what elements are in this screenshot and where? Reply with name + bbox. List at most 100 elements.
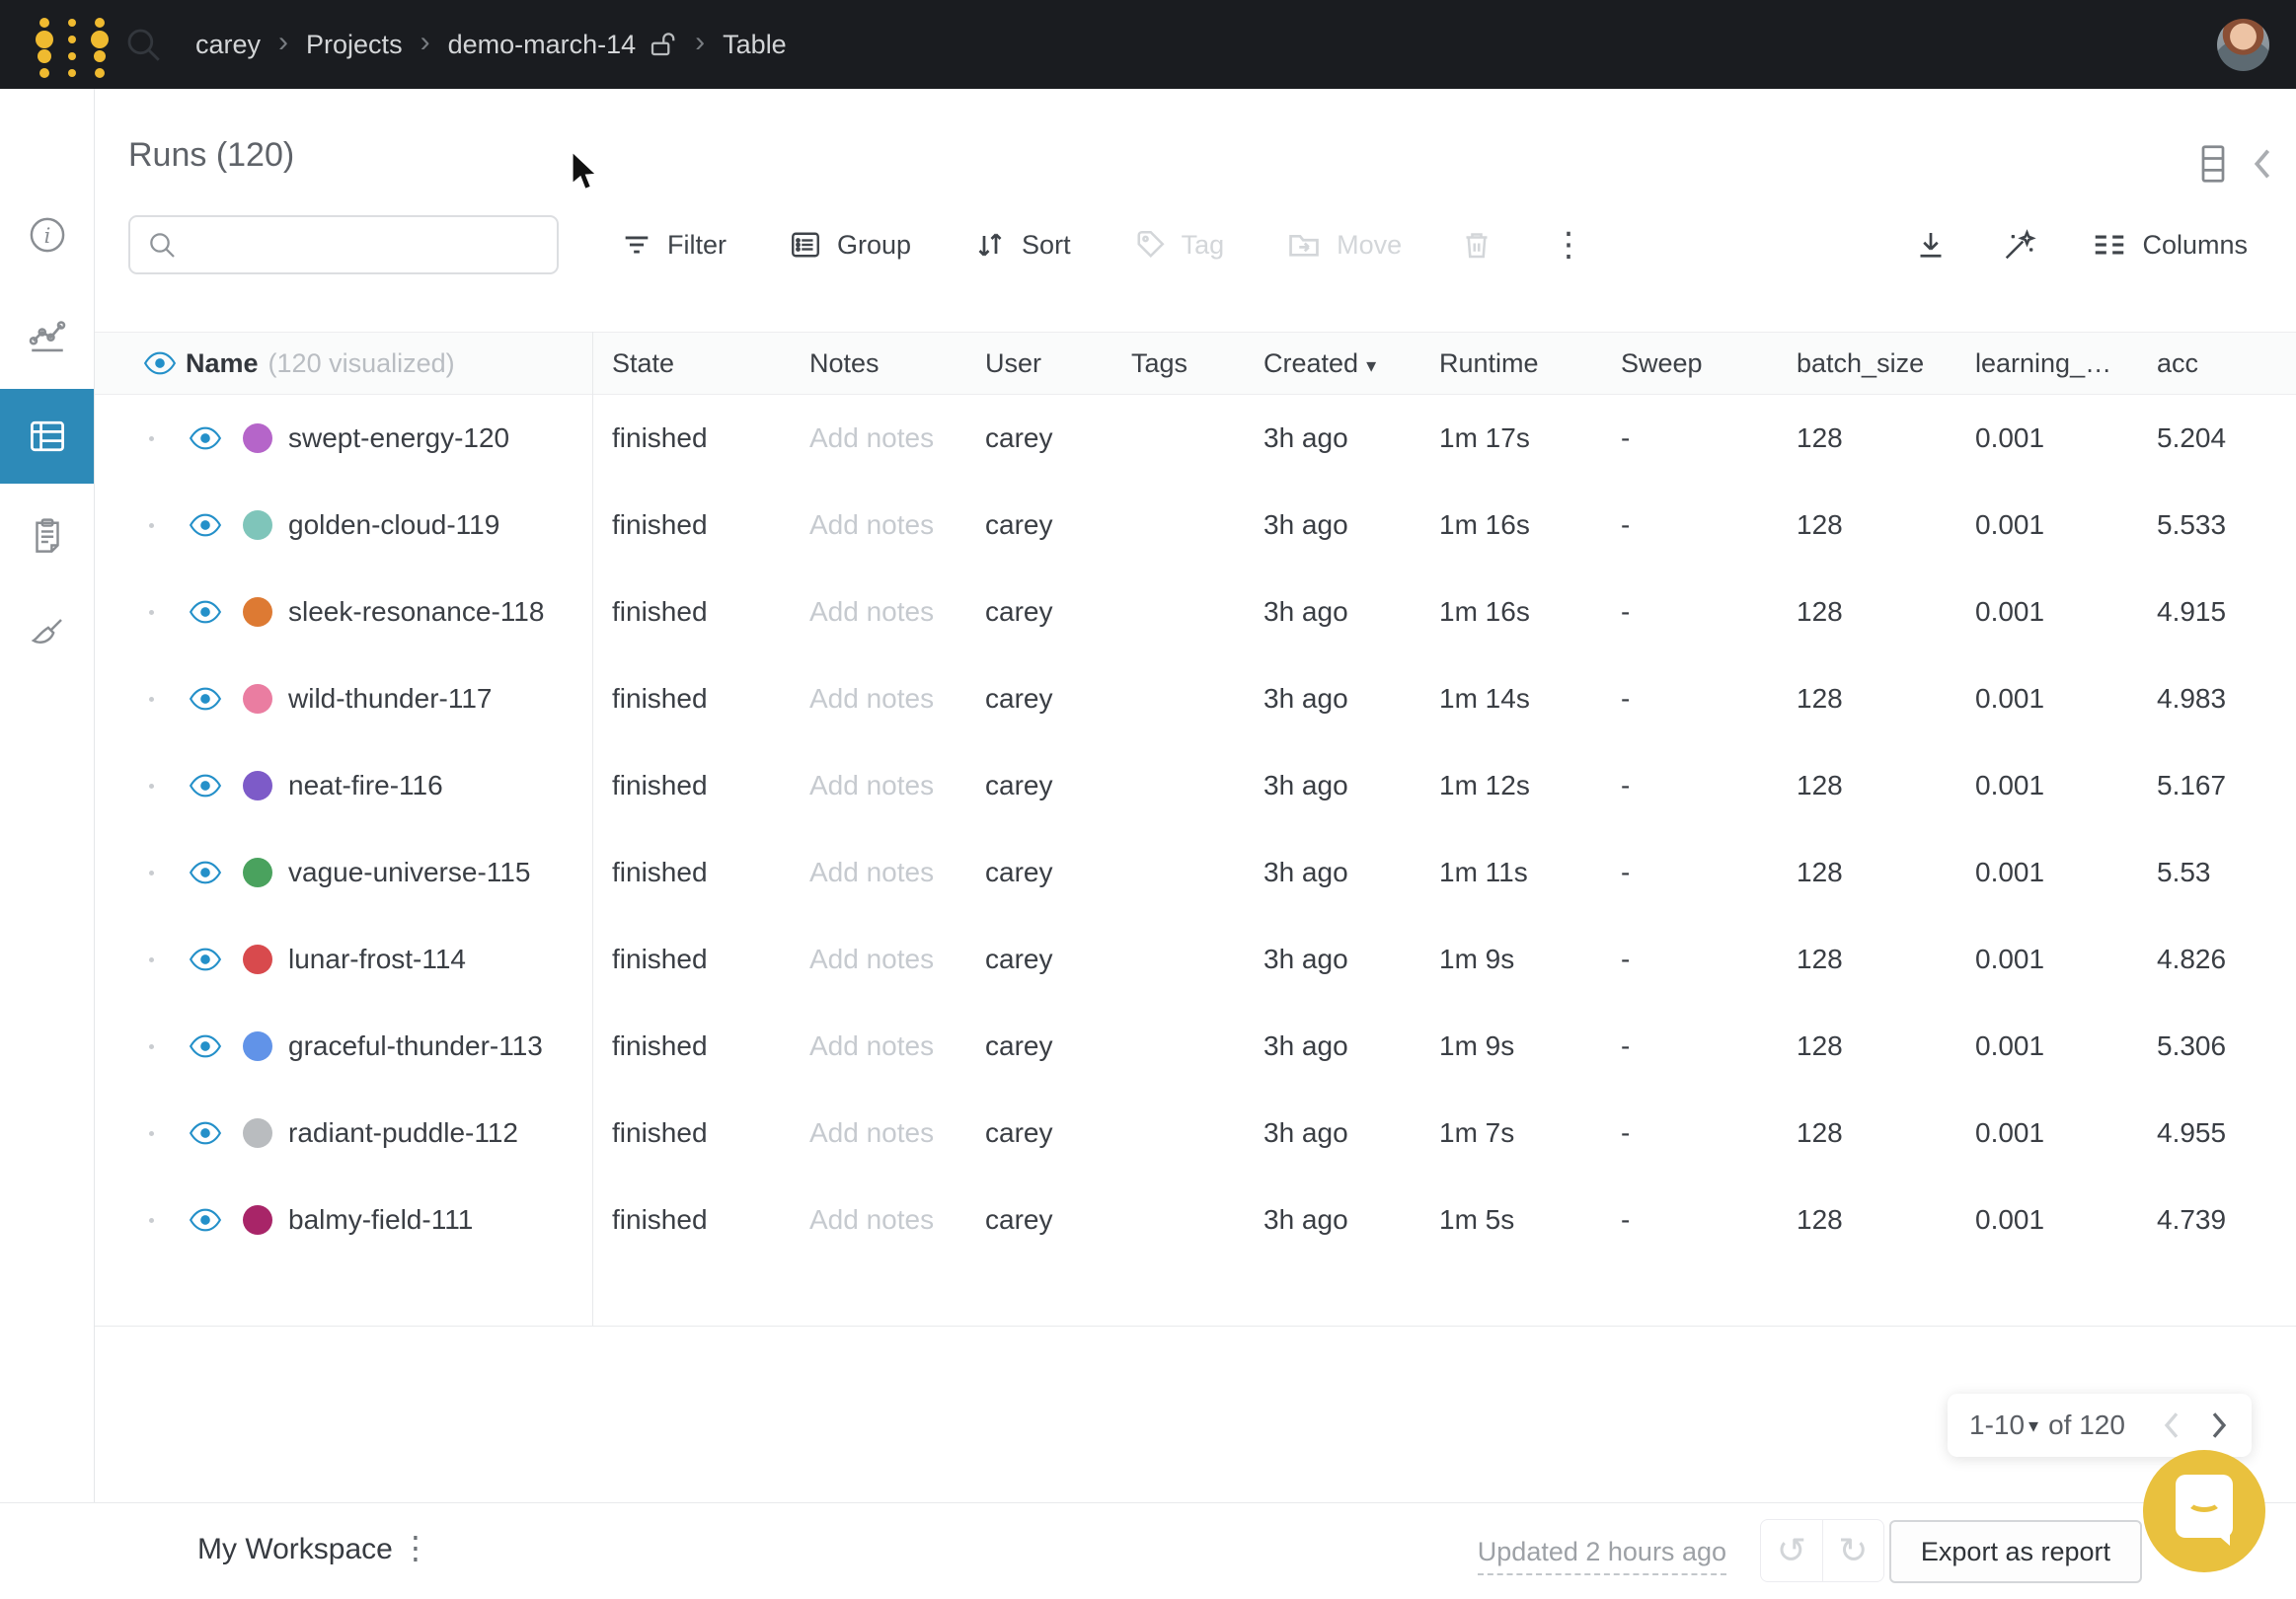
notes-cell[interactable]: Add notes (790, 857, 965, 888)
drag-handle-icon[interactable] (149, 784, 154, 789)
breadcrumb-entity[interactable]: carey (195, 30, 261, 60)
next-page-button[interactable] (2208, 1410, 2230, 1440)
run-name-link[interactable]: balmy-field-111 (288, 1204, 473, 1236)
magic-wand-button[interactable] (2000, 225, 2039, 265)
table-row[interactable]: golden-cloud-119 finished Add notes care… (95, 482, 2296, 569)
notes-cell[interactable]: Add notes (790, 509, 965, 541)
table-row[interactable]: neat-fire-116 finished Add notes carey 3… (95, 742, 2296, 829)
drag-handle-icon[interactable] (149, 1218, 154, 1223)
eye-icon[interactable] (189, 686, 222, 712)
sort-button[interactable]: Sort (972, 227, 1071, 263)
eye-icon[interactable] (143, 350, 177, 376)
redo-button[interactable]: ↻ (1822, 1520, 1883, 1581)
group-button[interactable]: Group (788, 227, 911, 263)
table-header-row: Name (120 visualized) State Notes User T… (95, 332, 2296, 395)
run-name-link[interactable]: lunar-frost-114 (288, 944, 466, 975)
drag-handle-icon[interactable] (149, 523, 154, 528)
run-name-link[interactable]: neat-fire-116 (288, 770, 443, 801)
drag-handle-icon[interactable] (149, 610, 154, 615)
breadcrumb-tab[interactable]: Table (723, 30, 787, 60)
workspace-kebab-icon[interactable]: ⋮ (400, 1529, 431, 1566)
table-row[interactable]: graceful-thunder-113 finished Add notes … (95, 1003, 2296, 1090)
columns-button[interactable]: Columns (2091, 226, 2248, 264)
updated-status[interactable]: Updated 2 hours ago (1478, 1537, 1726, 1575)
table-row[interactable]: lunar-frost-114 finished Add notes carey… (95, 916, 2296, 1003)
move-button[interactable]: Move (1285, 226, 1402, 264)
drag-handle-icon[interactable] (149, 957, 154, 962)
runtime-cell: 1m 14s (1419, 683, 1601, 715)
col-header-created[interactable]: Created▾ (1244, 348, 1419, 379)
drag-handle-icon[interactable] (149, 697, 154, 702)
col-header-notes[interactable]: Notes (790, 348, 965, 379)
table-row[interactable]: wild-thunder-117 finished Add notes care… (95, 655, 2296, 742)
eye-icon[interactable] (189, 599, 222, 625)
name-header-cell[interactable]: Name (120 visualized) (95, 333, 592, 394)
eye-icon[interactable] (189, 1120, 222, 1146)
col-header-runtime[interactable]: Runtime (1419, 348, 1601, 379)
collapse-chevron-icon[interactable] (2251, 147, 2274, 181)
col-header-learning-rate[interactable]: learning_… (1955, 348, 2137, 379)
col-header-sweep[interactable]: Sweep (1601, 348, 1777, 379)
col-header-tags[interactable]: Tags (1111, 348, 1244, 379)
run-name-link[interactable]: graceful-thunder-113 (288, 1030, 543, 1062)
prev-page-button[interactable] (2161, 1410, 2182, 1440)
notes-cell[interactable]: Add notes (790, 683, 965, 715)
chat-button[interactable] (2143, 1450, 2265, 1572)
eye-icon[interactable] (189, 1033, 222, 1059)
more-actions-button[interactable]: ⋮ (1552, 225, 1585, 265)
drag-handle-icon[interactable] (149, 436, 154, 441)
search-input[interactable] (178, 230, 557, 261)
filter-button[interactable]: Filter (620, 228, 727, 262)
sidebar-item-sweeps[interactable] (0, 586, 94, 681)
page-range-dropdown[interactable]: 1-10 (1969, 1409, 2025, 1441)
search-icon[interactable] (122, 24, 164, 65)
run-name-link[interactable]: sleek-resonance-118 (288, 596, 544, 628)
breadcrumb-projects[interactable]: Projects (306, 30, 403, 60)
sidebar-item-reports[interactable] (0, 488, 94, 582)
sidebar-item-workspace[interactable] (0, 288, 94, 383)
drag-handle-icon[interactable] (149, 1044, 154, 1049)
run-name-link[interactable]: vague-universe-115 (288, 857, 530, 888)
panel-rows-icon[interactable] (2199, 144, 2227, 184)
delete-button[interactable] (1459, 227, 1494, 263)
eye-icon[interactable] (189, 425, 222, 451)
table-row[interactable]: vague-universe-115 finished Add notes ca… (95, 829, 2296, 916)
eye-icon[interactable] (189, 1207, 222, 1233)
table-row[interactable]: radiant-puddle-112 finished Add notes ca… (95, 1090, 2296, 1177)
eye-icon[interactable] (189, 512, 222, 538)
col-header-user[interactable]: User (965, 348, 1111, 379)
user-avatar[interactable] (2217, 19, 2269, 71)
notes-cell[interactable]: Add notes (790, 596, 965, 628)
col-header-batch-size[interactable]: batch_size (1777, 348, 1955, 379)
col-header-acc[interactable]: acc (2137, 348, 2296, 379)
sidebar-item-table[interactable] (0, 389, 94, 484)
drag-handle-icon[interactable] (149, 1131, 154, 1136)
run-name-link[interactable]: radiant-puddle-112 (288, 1117, 518, 1149)
run-name-link[interactable]: swept-energy-120 (288, 422, 509, 454)
runs-search-box[interactable] (128, 215, 559, 274)
export-report-button[interactable]: Export as report (1889, 1520, 2142, 1583)
undo-button[interactable]: ↺ (1761, 1520, 1822, 1581)
eye-icon[interactable] (189, 947, 222, 972)
run-name-link[interactable]: golden-cloud-119 (288, 509, 499, 541)
sidebar-item-overview[interactable]: i (0, 188, 94, 282)
table-row[interactable]: sleek-resonance-118 finished Add notes c… (95, 569, 2296, 655)
notes-cell[interactable]: Add notes (790, 770, 965, 801)
breadcrumb-project[interactable]: demo-march-14 (448, 30, 637, 60)
wandb-logo-icon[interactable] (30, 12, 120, 77)
notes-cell[interactable]: Add notes (790, 422, 965, 454)
notes-cell[interactable]: Add notes (790, 944, 965, 975)
learning-rate-cell: 0.001 (1955, 422, 2137, 454)
table-row[interactable]: balmy-field-111 finished Add notes carey… (95, 1177, 2296, 1263)
table-row[interactable]: swept-energy-120 finished Add notes care… (95, 395, 2296, 482)
col-header-state[interactable]: State (592, 348, 790, 379)
notes-cell[interactable]: Add notes (790, 1204, 965, 1236)
eye-icon[interactable] (189, 860, 222, 885)
tag-button[interactable]: Tag (1132, 227, 1225, 263)
run-name-link[interactable]: wild-thunder-117 (288, 683, 493, 715)
notes-cell[interactable]: Add notes (790, 1030, 965, 1062)
notes-cell[interactable]: Add notes (790, 1117, 965, 1149)
drag-handle-icon[interactable] (149, 871, 154, 876)
download-button[interactable] (1913, 227, 1949, 263)
eye-icon[interactable] (189, 773, 222, 799)
